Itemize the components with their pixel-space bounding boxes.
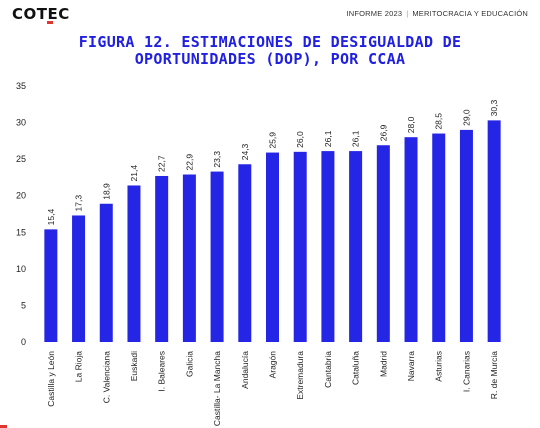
bar xyxy=(127,185,141,342)
category-label: Castilla- La Mancha xyxy=(212,351,222,426)
value-label: 21,4 xyxy=(129,165,139,182)
report-info: INFORME 2023 | MERITOCRACIA Y EDUCACIÓN xyxy=(346,9,528,18)
category-label: Castilla y León xyxy=(46,351,56,407)
y-tick-label: 25 xyxy=(16,154,26,164)
category-label: Madrid xyxy=(378,351,388,377)
chart-title-line-2: OPORTUNIDADES (DOP), POR CCAA xyxy=(134,50,406,68)
value-label: 17,3 xyxy=(74,195,84,212)
bar xyxy=(238,164,252,342)
category-label: Asturias xyxy=(434,351,444,382)
bar xyxy=(349,151,363,342)
category-label: La Rioja xyxy=(74,351,84,382)
category-label: Galicia xyxy=(184,351,194,377)
report-section: MERITOCRACIA Y EDUCACIÓN xyxy=(412,9,528,18)
bar xyxy=(72,215,86,342)
value-label: 30,3 xyxy=(489,100,499,117)
value-label: 28,0 xyxy=(406,116,416,133)
value-label: 26,9 xyxy=(378,124,388,141)
value-label: 26,1 xyxy=(323,130,333,147)
category-label: Aragón xyxy=(268,351,278,379)
value-label: 29,0 xyxy=(461,109,471,126)
bar xyxy=(44,229,58,342)
value-label: 22,7 xyxy=(157,155,167,172)
bar xyxy=(487,120,501,343)
footer-accent-mark xyxy=(0,425,7,428)
value-label: 18,9 xyxy=(101,183,111,200)
chart-title-line-1: FIGURA 12. ESTIMACIONES DE DESIGUALDAD D… xyxy=(78,33,462,51)
bar xyxy=(459,129,473,342)
bar xyxy=(210,171,224,342)
report-name: INFORME 2023 xyxy=(346,9,403,18)
y-tick-label: 5 xyxy=(21,300,26,310)
bar xyxy=(321,151,335,342)
cotec-logo: COTEC xyxy=(12,5,70,23)
bar xyxy=(155,175,169,342)
chart-title: FIGURA 12. ESTIMACIONES DE DESIGUALDAD D… xyxy=(0,34,540,68)
y-tick-label: 35 xyxy=(16,81,26,91)
value-label: 28,5 xyxy=(434,113,444,130)
value-label: 26,0 xyxy=(295,131,305,148)
bar xyxy=(99,203,113,342)
category-label: Navarra xyxy=(406,351,416,382)
value-label: 26,1 xyxy=(351,130,361,147)
bar xyxy=(266,152,279,342)
category-label: Andalucía xyxy=(240,351,250,389)
bar xyxy=(404,137,418,342)
category-label: I. Canarias xyxy=(461,351,471,392)
category-label: Extremadura xyxy=(295,351,305,400)
value-label: 22,9 xyxy=(184,154,194,171)
category-label: C. Valenciana xyxy=(101,351,111,404)
y-tick-label: 20 xyxy=(16,191,26,201)
bar xyxy=(432,133,446,342)
value-label: 24,3 xyxy=(240,143,250,160)
category-label: R. de Murcia xyxy=(489,351,499,399)
bar xyxy=(293,151,307,342)
logo-accent-mark xyxy=(47,21,53,24)
y-tick-label: 0 xyxy=(21,337,26,347)
value-label: 23,3 xyxy=(212,151,222,168)
report-separator: | xyxy=(406,9,409,18)
category-label: I. Baleares xyxy=(157,351,167,392)
value-label: 25,9 xyxy=(268,132,278,149)
bar xyxy=(376,145,390,342)
bar xyxy=(182,174,196,342)
page-header: COTEC INFORME 2023 | MERITOCRACIA Y EDUCAC… xyxy=(0,0,540,28)
category-label: Euskadi xyxy=(129,351,139,381)
y-tick-label: 30 xyxy=(16,118,26,128)
y-tick-label: 15 xyxy=(16,227,26,237)
value-label: 15,4 xyxy=(46,209,56,226)
y-tick-label: 10 xyxy=(16,264,26,274)
category-label: Cataluña xyxy=(351,351,361,385)
category-label: Cantabria xyxy=(323,351,333,388)
